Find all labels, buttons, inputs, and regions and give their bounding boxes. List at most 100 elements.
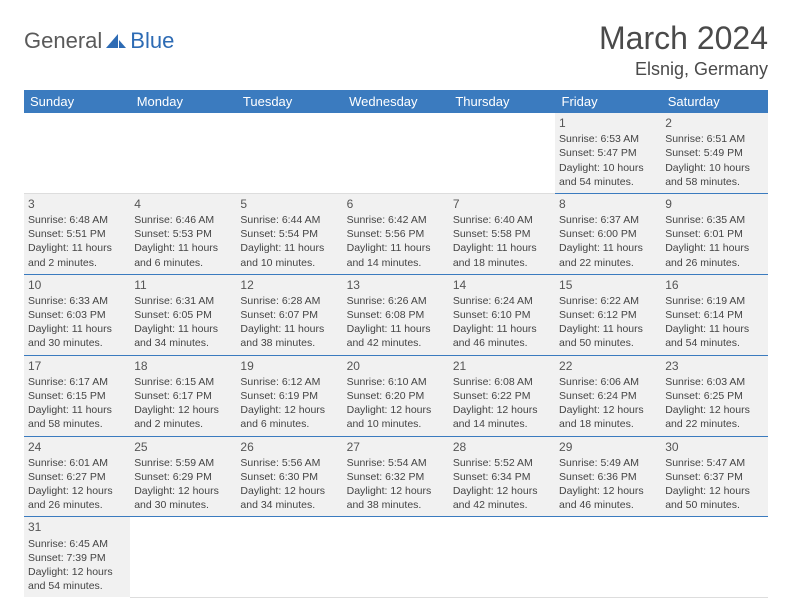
sunrise-text: Sunrise: 6:06 AM	[559, 375, 657, 389]
day-number: 18	[134, 358, 232, 374]
daylight2-text: and 14 minutes.	[347, 256, 445, 270]
daylight1-text: Daylight: 11 hours	[240, 241, 338, 255]
daylight1-text: Daylight: 12 hours	[134, 403, 232, 417]
calendar-cell: 2Sunrise: 6:51 AMSunset: 5:49 PMDaylight…	[661, 113, 767, 193]
daylight1-text: Daylight: 12 hours	[559, 403, 657, 417]
daylight2-text: and 38 minutes.	[240, 336, 338, 350]
sunset-text: Sunset: 6:20 PM	[347, 389, 445, 403]
sunrise-text: Sunrise: 6:31 AM	[134, 294, 232, 308]
calendar-cell: 20Sunrise: 6:10 AMSunset: 6:20 PMDayligh…	[343, 355, 449, 436]
day-number: 1	[559, 115, 657, 131]
calendar-cell: 4Sunrise: 6:46 AMSunset: 5:53 PMDaylight…	[130, 193, 236, 274]
calendar-cell: 11Sunrise: 6:31 AMSunset: 6:05 PMDayligh…	[130, 274, 236, 355]
sunset-text: Sunset: 6:07 PM	[240, 308, 338, 322]
daylight1-text: Daylight: 12 hours	[240, 403, 338, 417]
weekday-header-row: Sunday Monday Tuesday Wednesday Thursday…	[24, 90, 768, 113]
daylight2-text: and 46 minutes.	[453, 336, 551, 350]
day-number: 16	[665, 277, 763, 293]
weekday-header: Friday	[555, 90, 661, 113]
sunset-text: Sunset: 6:05 PM	[134, 308, 232, 322]
calendar-cell: 6Sunrise: 6:42 AMSunset: 5:56 PMDaylight…	[343, 193, 449, 274]
sunrise-text: Sunrise: 6:37 AM	[559, 213, 657, 227]
daylight1-text: Daylight: 11 hours	[665, 322, 763, 336]
daylight2-text: and 10 minutes.	[347, 417, 445, 431]
daylight2-text: and 2 minutes.	[28, 256, 126, 270]
sunrise-text: Sunrise: 6:53 AM	[559, 132, 657, 146]
daylight1-text: Daylight: 12 hours	[453, 403, 551, 417]
calendar-cell	[555, 517, 661, 597]
day-number: 6	[347, 196, 445, 212]
calendar-cell: 19Sunrise: 6:12 AMSunset: 6:19 PMDayligh…	[236, 355, 342, 436]
weekday-header: Sunday	[24, 90, 130, 113]
calendar-cell: 5Sunrise: 6:44 AMSunset: 5:54 PMDaylight…	[236, 193, 342, 274]
day-number: 15	[559, 277, 657, 293]
daylight1-text: Daylight: 12 hours	[665, 484, 763, 498]
day-number: 21	[453, 358, 551, 374]
daylight2-text: and 50 minutes.	[665, 498, 763, 512]
sunset-text: Sunset: 6:10 PM	[453, 308, 551, 322]
daylight2-text: and 42 minutes.	[453, 498, 551, 512]
sunrise-text: Sunrise: 6:48 AM	[28, 213, 126, 227]
daylight1-text: Daylight: 11 hours	[347, 322, 445, 336]
daylight1-text: Daylight: 11 hours	[240, 322, 338, 336]
calendar-week-row: 17Sunrise: 6:17 AMSunset: 6:15 PMDayligh…	[24, 355, 768, 436]
day-number: 29	[559, 439, 657, 455]
sunrise-text: Sunrise: 6:33 AM	[28, 294, 126, 308]
day-number: 23	[665, 358, 763, 374]
daylight2-text: and 46 minutes.	[559, 498, 657, 512]
daylight2-text: and 14 minutes.	[453, 417, 551, 431]
daylight2-text: and 50 minutes.	[559, 336, 657, 350]
calendar-cell: 7Sunrise: 6:40 AMSunset: 5:58 PMDaylight…	[449, 193, 555, 274]
calendar-cell: 18Sunrise: 6:15 AMSunset: 6:17 PMDayligh…	[130, 355, 236, 436]
day-number: 25	[134, 439, 232, 455]
day-number: 5	[240, 196, 338, 212]
daylight1-text: Daylight: 12 hours	[28, 484, 126, 498]
calendar-cell: 26Sunrise: 5:56 AMSunset: 6:30 PMDayligh…	[236, 436, 342, 517]
calendar-week-row: 24Sunrise: 6:01 AMSunset: 6:27 PMDayligh…	[24, 436, 768, 517]
daylight1-text: Daylight: 10 hours	[559, 161, 657, 175]
calendar-cell: 24Sunrise: 6:01 AMSunset: 6:27 PMDayligh…	[24, 436, 130, 517]
calendar-cell: 13Sunrise: 6:26 AMSunset: 6:08 PMDayligh…	[343, 274, 449, 355]
daylight1-text: Daylight: 11 hours	[347, 241, 445, 255]
sunrise-text: Sunrise: 6:17 AM	[28, 375, 126, 389]
sunset-text: Sunset: 6:29 PM	[134, 470, 232, 484]
sunrise-text: Sunrise: 6:10 AM	[347, 375, 445, 389]
sunrise-text: Sunrise: 5:52 AM	[453, 456, 551, 470]
calendar-cell: 10Sunrise: 6:33 AMSunset: 6:03 PMDayligh…	[24, 274, 130, 355]
sunrise-text: Sunrise: 6:35 AM	[665, 213, 763, 227]
day-number: 26	[240, 439, 338, 455]
sunrise-text: Sunrise: 5:56 AM	[240, 456, 338, 470]
daylight1-text: Daylight: 12 hours	[240, 484, 338, 498]
daylight1-text: Daylight: 12 hours	[28, 565, 126, 579]
sunrise-text: Sunrise: 6:12 AM	[240, 375, 338, 389]
daylight2-text: and 58 minutes.	[28, 417, 126, 431]
daylight1-text: Daylight: 12 hours	[559, 484, 657, 498]
day-number: 20	[347, 358, 445, 374]
calendar-cell: 16Sunrise: 6:19 AMSunset: 6:14 PMDayligh…	[661, 274, 767, 355]
daylight1-text: Daylight: 11 hours	[453, 322, 551, 336]
daylight1-text: Daylight: 11 hours	[28, 241, 126, 255]
title-block: March 2024 Elsnig, Germany	[599, 20, 768, 80]
calendar-cell	[343, 113, 449, 193]
sunrise-text: Sunrise: 6:51 AM	[665, 132, 763, 146]
daylight2-text: and 58 minutes.	[665, 175, 763, 189]
calendar-cell	[130, 517, 236, 597]
daylight1-text: Daylight: 11 hours	[134, 241, 232, 255]
weekday-header: Saturday	[661, 90, 767, 113]
calendar-cell: 28Sunrise: 5:52 AMSunset: 6:34 PMDayligh…	[449, 436, 555, 517]
calendar-cell: 8Sunrise: 6:37 AMSunset: 6:00 PMDaylight…	[555, 193, 661, 274]
day-number: 2	[665, 115, 763, 131]
calendar-cell: 22Sunrise: 6:06 AMSunset: 6:24 PMDayligh…	[555, 355, 661, 436]
calendar-cell: 9Sunrise: 6:35 AMSunset: 6:01 PMDaylight…	[661, 193, 767, 274]
day-number: 4	[134, 196, 232, 212]
sunset-text: Sunset: 6:03 PM	[28, 308, 126, 322]
day-number: 7	[453, 196, 551, 212]
sunset-text: Sunset: 6:12 PM	[559, 308, 657, 322]
calendar-cell	[24, 113, 130, 193]
daylight1-text: Daylight: 12 hours	[134, 484, 232, 498]
daylight2-text: and 6 minutes.	[240, 417, 338, 431]
calendar-week-row: 1Sunrise: 6:53 AMSunset: 5:47 PMDaylight…	[24, 113, 768, 193]
sunset-text: Sunset: 5:49 PM	[665, 146, 763, 160]
sunrise-text: Sunrise: 6:24 AM	[453, 294, 551, 308]
day-number: 12	[240, 277, 338, 293]
